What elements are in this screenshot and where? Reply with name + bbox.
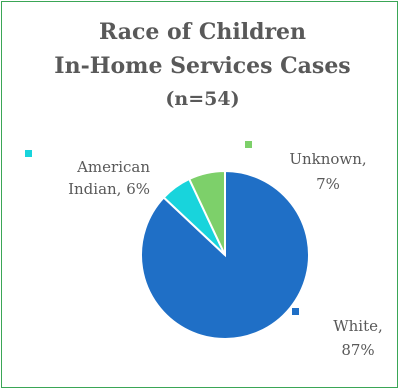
pie-slice-unknown bbox=[187, 169, 226, 256]
label-white-line-1: White, bbox=[333, 317, 383, 335]
label-american-indian-line-2: Indian, 6% bbox=[68, 180, 150, 198]
label-unknown-line-2: 7% bbox=[316, 175, 340, 193]
legend-marker-american-indian bbox=[25, 150, 32, 157]
legend-marker-white bbox=[292, 308, 299, 315]
chart-title-line-3: (n=54) bbox=[165, 88, 240, 110]
label-white-line-2: 87% bbox=[341, 341, 374, 359]
label-unknown-line-1: Unknown, bbox=[289, 150, 366, 168]
chart-title-line-2: In-Home Services Cases bbox=[54, 53, 351, 79]
label-american-indian-line-1: American bbox=[76, 158, 150, 176]
legend-marker-unknown bbox=[245, 141, 252, 148]
chart-title-line-1: Race of Children bbox=[98, 19, 307, 45]
